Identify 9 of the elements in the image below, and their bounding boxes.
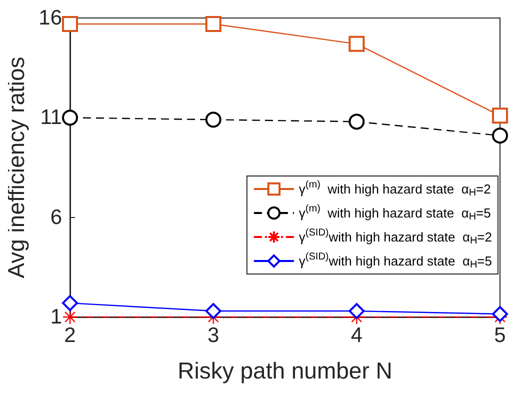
x-tick-label: 5 [494,324,506,347]
y-tick-label: 16 [38,6,62,30]
x-tick-label: 2 [64,324,76,347]
y-tick-label: 6 [50,206,62,229]
y-tick-label: 1 [50,306,62,328]
y-tick-label: 11 [40,106,62,130]
x-axis-title: Risky path number N [178,358,392,384]
x-tick-label: 4 [350,324,363,347]
x-tick-label: 3 [207,324,220,347]
